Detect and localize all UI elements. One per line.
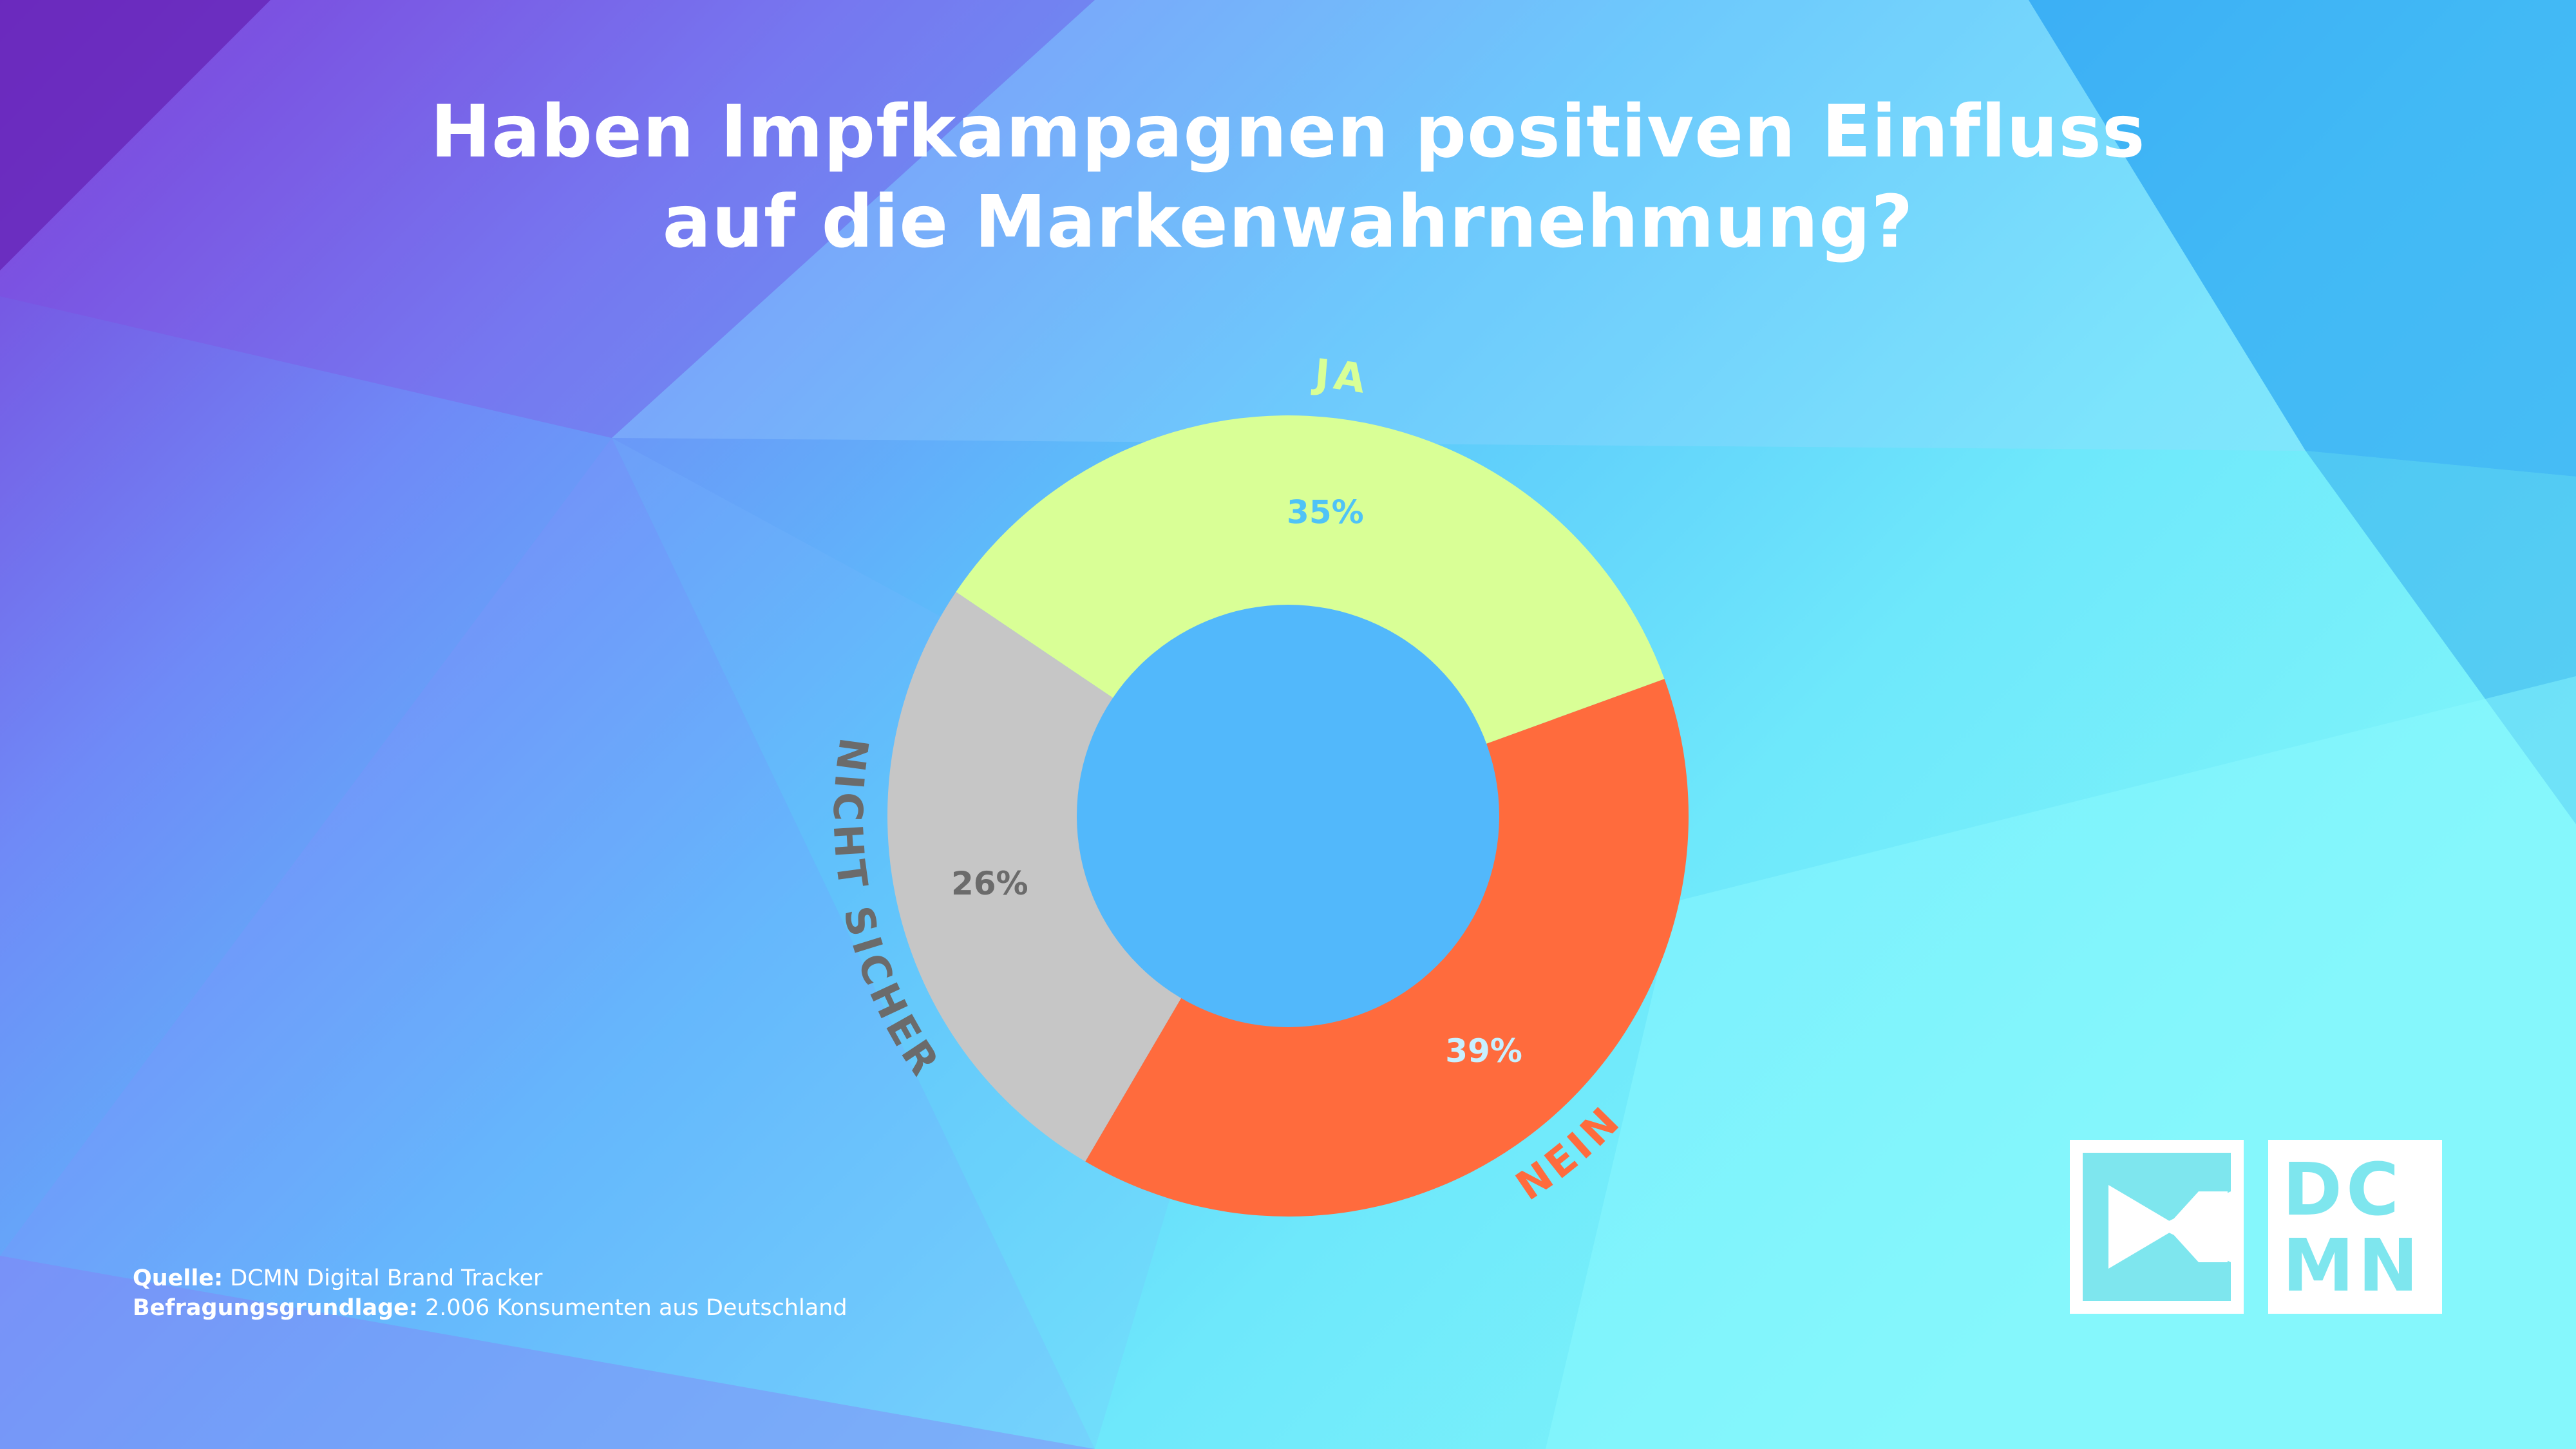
category-label-ja: JA (1311, 350, 1372, 403)
title-line-2: auf die Markenwahrnehmung? (662, 180, 1914, 264)
dcmn-logo-wordmark: DC MN (2268, 1140, 2442, 1314)
sample-text: 2.006 Konsumenten aus Deutschland (417, 1295, 848, 1321)
source-line-2: Befragungsgrundlage: 2.006 Konsumenten a… (133, 1293, 848, 1323)
source-text: DCMN Digital Brand Tracker (223, 1265, 543, 1291)
source-label: Quelle: (133, 1265, 223, 1291)
source-line-1: Quelle: DCMN Digital Brand Tracker (133, 1264, 848, 1293)
logo-line-2: MN (2282, 1224, 2423, 1308)
value-label-nein: 39% (1445, 1032, 1522, 1070)
source-note: Quelle: DCMN Digital Brand Tracker Befra… (133, 1264, 848, 1323)
logo-line-1: DC (2282, 1148, 2403, 1232)
value-label-ja: 35% (1287, 494, 1364, 531)
chart-title: Haben Impfkampagnen positiven Einfluss a… (0, 87, 2576, 267)
donut-hole (1077, 605, 1499, 1027)
sample-label: Befragungsgrundlage: (133, 1295, 418, 1321)
dcmn-logo-icon (2083, 1153, 2231, 1301)
dcmn-logo-mark (2070, 1140, 2244, 1314)
dcmn-logo: DC MN (2070, 1140, 2442, 1314)
value-label-nicht-sicher: 26% (951, 865, 1028, 902)
title-line-1: Haben Impfkampagnen positiven Einfluss (430, 90, 2146, 174)
